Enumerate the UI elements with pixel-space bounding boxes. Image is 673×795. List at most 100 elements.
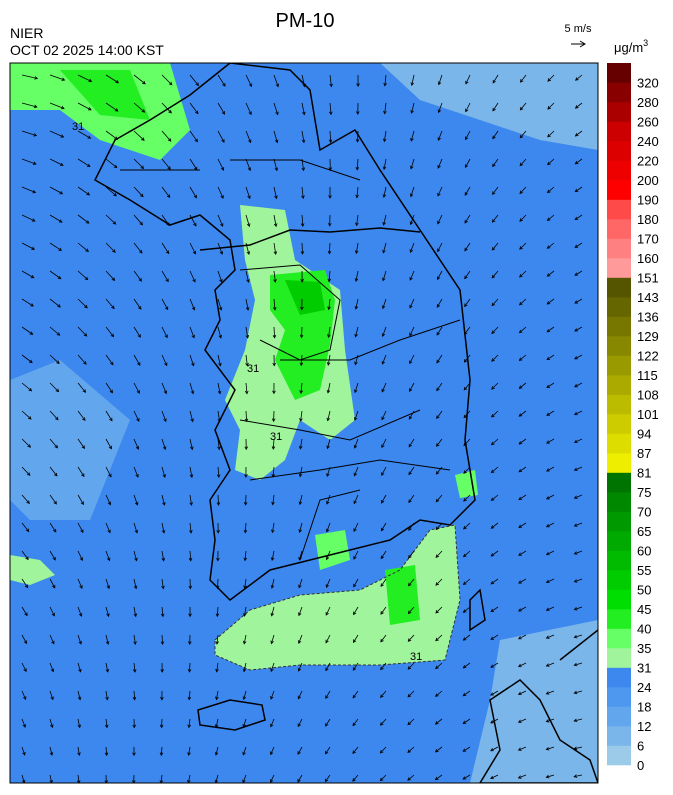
wind-arrow — [49, 494, 57, 505]
wind-arrow — [490, 550, 499, 557]
wind-arrowhead — [273, 223, 278, 228]
wind-arrow — [272, 494, 275, 505]
wind-arrow — [574, 634, 583, 638]
wind-arrowhead — [245, 362, 249, 367]
wind-arrow — [354, 438, 359, 449]
wind-arrow — [301, 186, 304, 199]
wind-arrowhead — [380, 694, 384, 699]
wind-arrow — [49, 690, 54, 700]
wind-arrow — [272, 466, 275, 477]
wind-arrowhead — [217, 418, 222, 423]
wind-arrowhead — [574, 133, 579, 137]
wind-arrow — [435, 746, 443, 753]
wind-arrowhead — [463, 525, 467, 530]
wind-arrowhead — [436, 304, 441, 308]
wind-arrow — [161, 326, 168, 338]
colorbar-label: 240 — [637, 134, 659, 149]
wind-arrowhead — [85, 248, 89, 252]
wind-arrowhead — [328, 167, 333, 171]
wind-arrowhead — [463, 359, 468, 363]
wind-arrowhead — [272, 307, 277, 311]
wind-arrowhead — [573, 607, 578, 611]
wind-arrow — [216, 606, 219, 617]
wind-arrow — [546, 438, 555, 444]
wind-arrowhead — [168, 81, 173, 86]
wind-arrowhead — [191, 306, 196, 311]
wind-arrowhead — [353, 500, 357, 505]
wind-arrow — [21, 578, 28, 588]
wind-arrow — [217, 130, 225, 143]
wind-arrow — [438, 102, 443, 113]
field-green — [455, 470, 478, 498]
wind-arrowhead — [545, 579, 550, 584]
wind-arrowhead — [299, 334, 304, 339]
wind-arrow — [491, 466, 499, 473]
wind-arrowhead — [140, 193, 144, 198]
wind-arrowhead — [518, 329, 523, 334]
wind-arrowhead — [49, 752, 54, 756]
wind-arrow — [546, 382, 555, 388]
wind-arrow — [133, 130, 145, 141]
wind-arrow — [463, 662, 471, 669]
wind-arrow — [407, 746, 415, 753]
wind-arrowhead — [517, 663, 522, 668]
wind-arrow — [77, 270, 89, 280]
wind-arrow — [49, 746, 53, 756]
wind-arrow — [437, 158, 443, 169]
wind-arrow — [297, 718, 303, 727]
wind-arrowhead — [407, 749, 411, 753]
wind-arrowhead — [111, 305, 115, 310]
wind-arrow — [355, 270, 359, 282]
wind-arrowhead — [218, 334, 222, 339]
wind-arrowhead — [220, 195, 224, 199]
wind-arrowhead — [324, 778, 329, 783]
wind-arrow — [384, 74, 387, 86]
wind-arrow — [574, 746, 583, 750]
wind-arrow — [492, 102, 499, 112]
wind-arrowhead — [26, 500, 30, 505]
wind-arrow — [217, 158, 224, 171]
wind-arrowhead — [160, 613, 165, 618]
colorbar-band — [607, 219, 631, 239]
wind-arrow — [380, 550, 387, 559]
wind-arrowhead — [297, 751, 301, 755]
wind-arrow — [519, 186, 527, 194]
wind-arrowhead — [52, 584, 56, 589]
wind-arrowhead — [409, 276, 413, 281]
wind-arrow — [189, 214, 197, 227]
wind-arrowhead — [57, 275, 62, 280]
wind-arrowhead — [329, 111, 333, 116]
wind-arrow — [133, 438, 139, 450]
wind-arrow — [49, 102, 65, 109]
wind-arrow — [161, 466, 166, 478]
wind-arrowhead — [465, 136, 469, 141]
wind-arrow — [410, 158, 415, 169]
wind-arrow — [546, 410, 555, 416]
wind-arrowhead — [190, 418, 194, 423]
wind-arrow — [574, 438, 583, 443]
wind-arrow — [105, 74, 119, 84]
wind-arrowhead — [32, 189, 37, 194]
wind-arrowhead — [274, 139, 279, 144]
wind-arrowhead — [243, 613, 247, 617]
wind-arrowhead — [270, 640, 274, 645]
wind-arrow — [133, 74, 146, 85]
wind-arrowhead — [354, 278, 359, 282]
wind-arrowhead — [132, 669, 137, 673]
wind-arrow — [21, 774, 25, 783]
colorbar-label: 180 — [637, 212, 659, 227]
wind-arrow — [77, 242, 89, 252]
wind-arrowhead — [408, 554, 412, 559]
wind-arrow — [77, 774, 80, 783]
wind-arrow — [189, 158, 198, 170]
wind-arrow — [216, 634, 219, 645]
wind-arrowhead — [573, 439, 578, 444]
wind-arrow — [301, 74, 306, 87]
wind-arrow — [436, 298, 443, 308]
wind-arrow — [105, 102, 119, 112]
wind-arrowhead — [58, 247, 63, 251]
wind-arrow — [49, 326, 60, 336]
wind-arrowhead — [132, 724, 137, 729]
wind-arrowhead — [82, 417, 86, 421]
wind-arrowhead — [135, 473, 139, 478]
